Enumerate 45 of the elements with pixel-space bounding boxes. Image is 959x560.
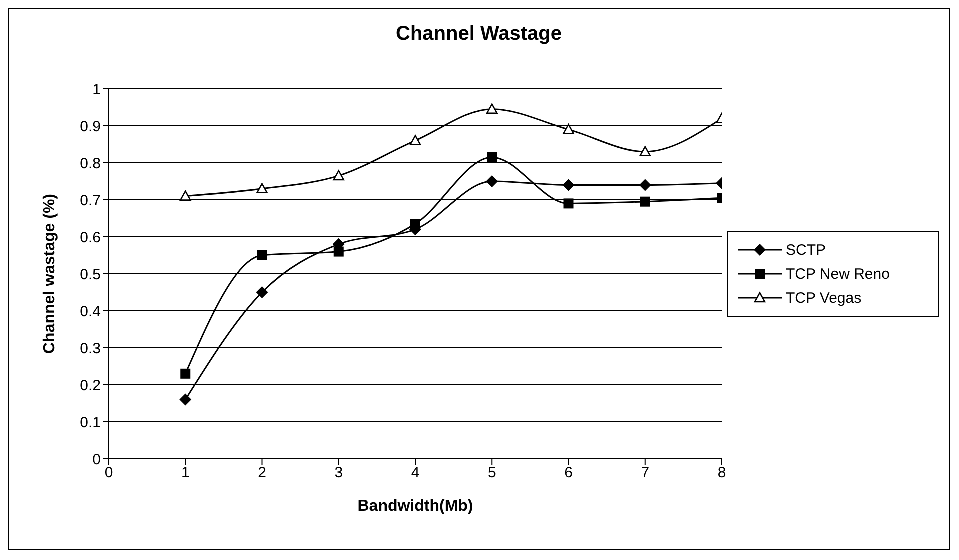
chart-title: Channel Wastage (395, 23, 563, 46)
legend-label: SCTP (786, 242, 826, 258)
point (562, 179, 575, 192)
x-tick-label: 4 (411, 464, 420, 482)
point (256, 286, 268, 298)
point (410, 135, 422, 146)
y-tick-label: 0.2 (80, 377, 101, 394)
x-axis-title: Bandwidth(Mb) (358, 498, 474, 515)
point (180, 190, 192, 201)
x-tick-label: 3 (334, 464, 344, 482)
legend-label: TCP Vegas (786, 290, 862, 306)
y-tick-label: 0.7 (80, 192, 101, 210)
x-tick-label: 8 (718, 464, 726, 482)
y-tick-label: 0.5 (80, 266, 101, 284)
point (639, 179, 652, 192)
point (180, 368, 191, 379)
point (334, 246, 344, 257)
point (486, 176, 498, 188)
x-tick-label: 6 (564, 464, 573, 482)
point (487, 152, 498, 162)
y-tick-label: 0.8 (80, 155, 101, 172)
y-tick-label: 0 (92, 451, 101, 468)
y-tick-label: 0.4 (80, 303, 101, 320)
point (640, 196, 650, 207)
y-tick-label: 0.9 (80, 118, 101, 136)
point (563, 124, 574, 134)
point (333, 170, 345, 181)
y-tick-label: 1 (92, 81, 101, 98)
point (256, 183, 268, 194)
x-tick-label: 7 (641, 464, 650, 482)
point (640, 146, 652, 157)
y-tick-label: 0.1 (80, 414, 101, 432)
legend-label: TCP New Reno (786, 266, 890, 282)
x-tick-label: 0 (104, 464, 114, 482)
point (180, 394, 192, 406)
point (257, 250, 268, 260)
x-tick-label: 1 (181, 464, 190, 482)
y-tick-label: 0.3 (80, 340, 101, 358)
point (486, 104, 498, 114)
point (410, 219, 420, 230)
x-tick-label: 5 (488, 464, 496, 482)
y-tick-label: 0.6 (80, 229, 101, 246)
point (564, 198, 574, 209)
y-axis-title: Channel wastage (%) (42, 194, 59, 354)
x-tick-label: 2 (258, 464, 266, 482)
